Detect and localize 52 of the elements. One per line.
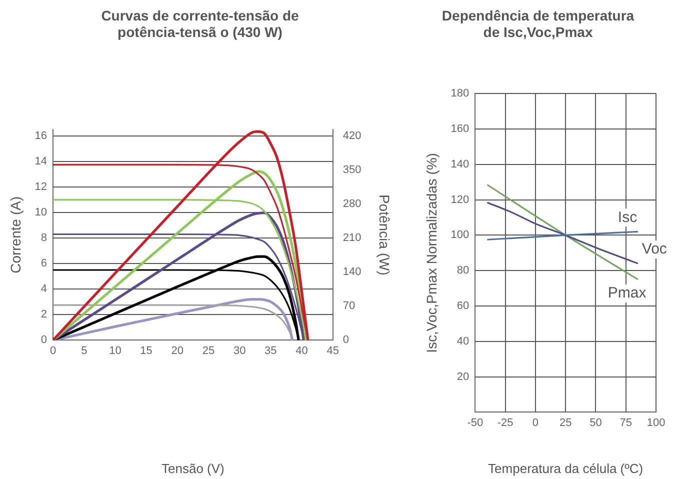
x-axis-title: Tensão (V) <box>162 460 224 476</box>
y-tick-label: 16 <box>34 130 48 142</box>
y-tick-label: 160 <box>450 123 470 136</box>
y-tick-label: 10 <box>34 206 48 219</box>
y-tick-label: 20 <box>456 370 470 383</box>
x-tick-label: 20 <box>171 344 184 357</box>
y-tick-label: 120 <box>450 194 470 206</box>
x-tick-label: -50 <box>467 416 484 429</box>
y2-tick-label: 0 <box>342 334 349 346</box>
y-tick-label: 8 <box>40 232 48 244</box>
y-tick-label: 0 <box>40 334 48 346</box>
y2-tick-label: 140 <box>342 266 362 278</box>
y2-tick-label: 70 <box>342 300 356 312</box>
chart-title: Dependência de temperatura de Isc,Voc,Pmax <box>442 7 634 40</box>
y-tick-label: 14 <box>34 156 48 168</box>
y2-tick-label: 210 <box>342 232 362 244</box>
x-tick-label: 30 <box>233 344 246 357</box>
y-tick-label: 6 <box>40 258 48 270</box>
x-tick-label: 45 <box>326 344 339 357</box>
x-tick-label: 0 <box>50 344 56 357</box>
x-tick-label: 5 <box>81 344 88 357</box>
y-tick-label: 4 <box>40 283 48 296</box>
x-tick-label: 25 <box>202 344 215 357</box>
y2-tick-label: 350 <box>342 164 362 176</box>
y2-axis-title: Potência (W) <box>376 194 393 276</box>
y2-tick-label: 280 <box>342 198 362 210</box>
y-tick-label: 40 <box>456 335 470 348</box>
y-tick-label: 12 <box>34 181 48 194</box>
series-label: Isc <box>618 208 638 226</box>
x-tick-label: 50 <box>590 416 602 429</box>
y-tick-label: 80 <box>456 264 470 277</box>
x-axis-title: Temperatura da célula (ºC) <box>488 460 644 476</box>
y-tick-label: 60 <box>456 300 470 312</box>
x-tick-label: 25 <box>559 416 572 429</box>
y2-tick-label: 420 <box>342 130 362 142</box>
chart-title: Curvas de corrente-tensão de potência-tensã o (430 W) <box>101 7 300 40</box>
x-tick-label: 40 <box>296 344 308 357</box>
y-tick-label: 180 <box>450 88 470 100</box>
x-tick-label: 100 <box>646 416 666 429</box>
x-tick-label: 15 <box>140 344 152 357</box>
y-tick-label: 100 <box>450 229 470 242</box>
y-axis-title: Isc,Voc,Pmax Normalizadas (%) <box>423 152 440 353</box>
x-tick-label: 0 <box>532 416 538 429</box>
x-tick-label: 35 <box>264 344 277 357</box>
x-tick-label: -25 <box>497 416 514 429</box>
x-tick-label: 75 <box>620 416 632 429</box>
y-tick-label: 2 <box>40 308 48 321</box>
y-axis-title: Corrente (A) <box>7 196 24 274</box>
series-label: Voc <box>642 240 668 258</box>
y-tick-label: 140 <box>450 158 470 170</box>
series-label: Pmax <box>608 284 647 302</box>
x-tick-label: 10 <box>109 344 122 357</box>
